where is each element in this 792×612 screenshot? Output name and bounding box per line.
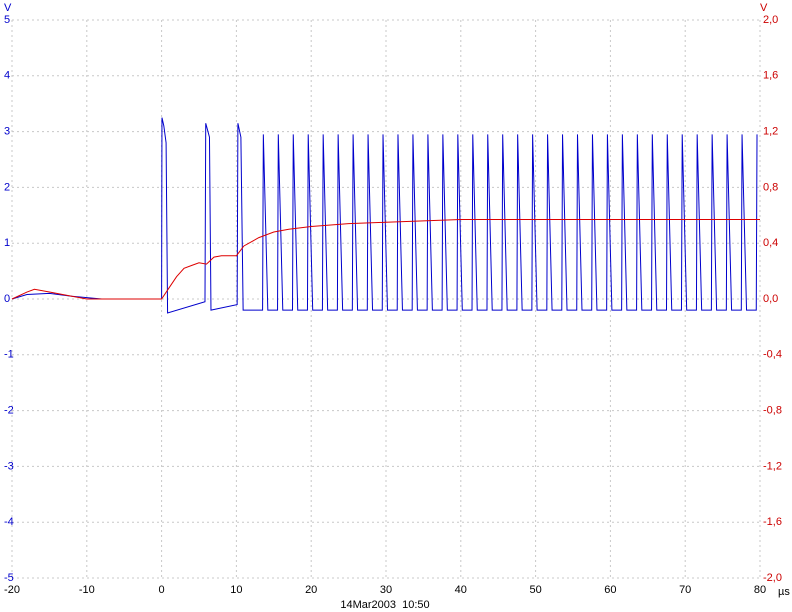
- x-tick-label: 30: [380, 584, 392, 596]
- x-tick-label: 80: [754, 584, 766, 596]
- x-tick-label: -10: [79, 584, 95, 596]
- y2-unit: V: [760, 2, 768, 14]
- y2-tick-label: -1,6: [763, 516, 782, 528]
- y-tick-label: 0: [4, 293, 10, 305]
- x-tick-label: -20: [4, 584, 20, 596]
- x-tick-label: 10: [230, 584, 242, 596]
- y-tick-label: -4: [4, 516, 14, 528]
- y2-tick-label: -2,0: [763, 572, 782, 584]
- x-unit: µs: [778, 586, 790, 598]
- x-tick-label: 50: [529, 584, 541, 596]
- x-tick-label: 60: [604, 584, 616, 596]
- x-tick-label: 70: [679, 584, 691, 596]
- x-tick-label: 20: [305, 584, 317, 596]
- y2-tick-label: 1,6: [763, 70, 778, 82]
- y-tick-label: -5: [4, 572, 14, 584]
- trace: [11, 218, 760, 300]
- y2-tick-label: 1,2: [763, 126, 778, 138]
- y-tick-label: -2: [4, 405, 14, 417]
- y-tick-label: 2: [4, 181, 10, 193]
- y2-tick-label: -1,2: [763, 460, 782, 472]
- x-tick-label: 0: [159, 584, 165, 596]
- y-tick-label: 3: [4, 126, 10, 138]
- timestamp: 14Mar2003 10:50: [340, 599, 429, 611]
- y-tick-label: 5: [4, 14, 10, 26]
- y2-tick-label: -0,8: [763, 405, 782, 417]
- y-unit: V: [4, 2, 12, 14]
- y2-tick-label: -0,4: [763, 349, 782, 361]
- y-tick-label: 1: [4, 237, 10, 249]
- x-tick-label: 40: [455, 584, 467, 596]
- y2-tick-label: 0,4: [763, 237, 778, 249]
- y2-tick-label: 0,8: [763, 181, 778, 193]
- y-tick-label: -3: [4, 460, 14, 472]
- y-tick-label: 4: [4, 70, 10, 82]
- y-tick-label: -1: [4, 349, 14, 361]
- y2-tick-label: 0,0: [763, 293, 778, 305]
- y2-tick-label: 2,0: [763, 14, 778, 26]
- trace: [11, 117, 758, 314]
